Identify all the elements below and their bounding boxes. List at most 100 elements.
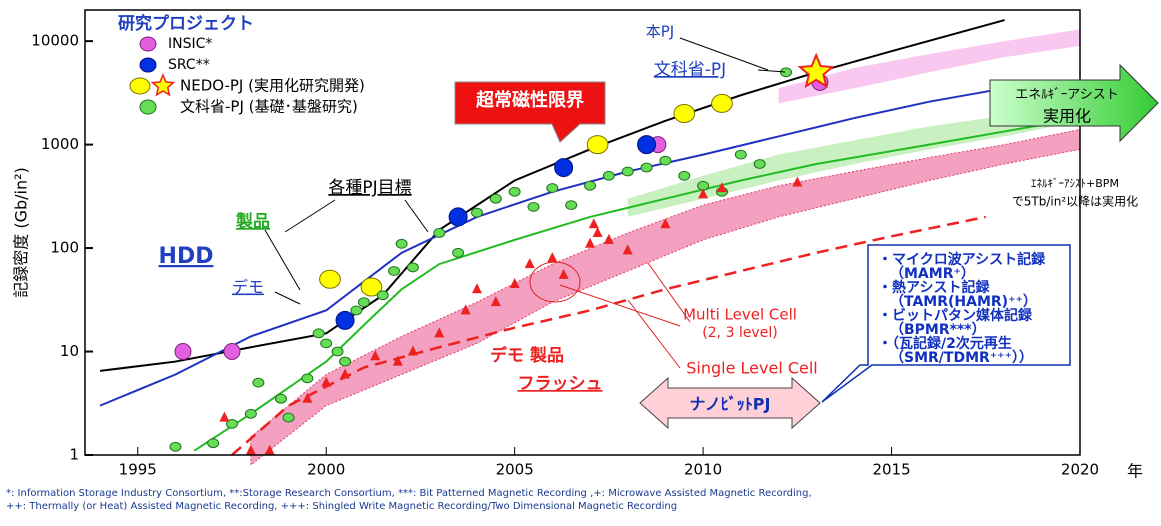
flash-point [592, 226, 603, 237]
flash-point [622, 244, 633, 255]
legend-label: NEDO-PJ (実用化研究開発) [180, 77, 365, 95]
annotation: （TAMR(HAMR)⁺⁺） [890, 294, 1037, 310]
annotation: HDD [159, 244, 214, 269]
annotation: (2, 3 level) [702, 325, 777, 341]
annotation: 製品 [235, 211, 270, 232]
point [753, 159, 766, 169]
point [301, 373, 314, 384]
leader-line [627, 299, 681, 369]
point [527, 202, 540, 212]
point [508, 186, 521, 197]
y-axis-label: 記録密度 (Gb/in²) [12, 167, 31, 298]
legend-label: 文科省-PJ (基礎･基盤研究) [180, 98, 358, 116]
annotation: ・マイクロ波アシスト記録 [878, 251, 1046, 268]
flash-point [558, 268, 569, 279]
flash-point [245, 444, 256, 455]
annotation: ・熱アシスト記録 [878, 279, 990, 296]
flash-point [792, 176, 803, 187]
point [225, 418, 238, 429]
point [350, 305, 363, 316]
point [673, 103, 696, 123]
legend-marker [150, 73, 176, 97]
x-tick-label: 2010 [684, 461, 722, 479]
point [252, 377, 265, 388]
annotation: 本PJ [646, 23, 674, 41]
points [169, 52, 835, 455]
flash-point [660, 218, 671, 229]
flash-point [219, 411, 230, 422]
point [174, 343, 192, 361]
flash-point [460, 304, 471, 315]
leader-line [757, 69, 786, 73]
flash-point [524, 258, 535, 269]
point [357, 297, 370, 308]
point [452, 247, 465, 258]
annotation: エネﾙｷﾞｰアシスト [1015, 88, 1118, 103]
point [780, 67, 793, 78]
texts: 1995 2000 2005 2010 2015 2020 1 10 100 1000 10000 年… [6, 13, 1143, 512]
flash-point [547, 252, 558, 263]
y-tick-label: 1000 [41, 135, 79, 153]
x-tick-label: 2005 [496, 461, 534, 479]
annotation: Single Level Cell [686, 359, 818, 378]
annotation: デモ 製品 [490, 345, 564, 366]
flash-point [321, 376, 332, 387]
x-axis-label: 年 [1127, 462, 1143, 481]
point [376, 290, 389, 301]
leader-line [647, 262, 691, 323]
footnote: *: Information Storage Industry Consorti… [6, 488, 812, 499]
legend-label: INSIC* [168, 36, 212, 52]
trend-line [193, 117, 1081, 452]
y-tick-label: 1 [69, 446, 79, 464]
leader-line [559, 284, 681, 327]
annotation: 実用化 [1043, 107, 1091, 126]
point [448, 207, 468, 227]
annotation: 各種PJ目標 [328, 178, 411, 198]
flash-point [698, 188, 709, 199]
y-tick-label: 100 [50, 239, 79, 257]
band [778, 29, 1080, 104]
legend-label: SRC** [168, 57, 210, 73]
flash-point [509, 277, 520, 288]
x-tick-label: 1995 [119, 461, 157, 479]
point [335, 310, 355, 330]
leader-line [679, 37, 769, 71]
arrow-shape [989, 63, 1159, 143]
point [546, 183, 559, 193]
band [250, 128, 1081, 467]
annotation: （BPMR***） [890, 322, 986, 338]
point [207, 438, 220, 449]
flash-point [302, 392, 313, 403]
point [621, 166, 634, 177]
flash-point [588, 218, 599, 229]
annotation: 文科省-PJ [654, 60, 726, 80]
annotation: ｴﾈﾙｷﾞｰｱｼｽﾄ+BPM [1031, 177, 1119, 190]
point [360, 277, 383, 297]
point [169, 441, 182, 452]
leader-line [404, 199, 429, 233]
callout-box [454, 81, 606, 143]
flash-point [585, 237, 596, 248]
annotation: Multi Level Cell [683, 306, 797, 324]
annotation: デモ [232, 278, 264, 297]
x-tick-label: 2000 [307, 461, 345, 479]
leader-lines [264, 37, 786, 369]
point [659, 155, 672, 166]
footnote: ++: Thermally (or Heat) Assisted Magneti… [6, 501, 677, 512]
flash-point [340, 368, 351, 379]
point [319, 269, 341, 289]
flash-point [490, 296, 501, 307]
note-box [821, 244, 1071, 403]
y-tick-label: 10000 [31, 32, 79, 50]
annotation: ナノﾋﾞｯﾄPJ [690, 395, 771, 414]
double-arrow [639, 376, 821, 430]
plot-frame [84, 9, 1081, 456]
point [320, 338, 333, 349]
point [678, 170, 691, 181]
legend-marker [139, 57, 157, 73]
point [565, 200, 578, 211]
leader-line [274, 291, 301, 305]
annotation: ・ビットパタン媒体記録 [878, 307, 1033, 324]
band [627, 105, 1080, 217]
